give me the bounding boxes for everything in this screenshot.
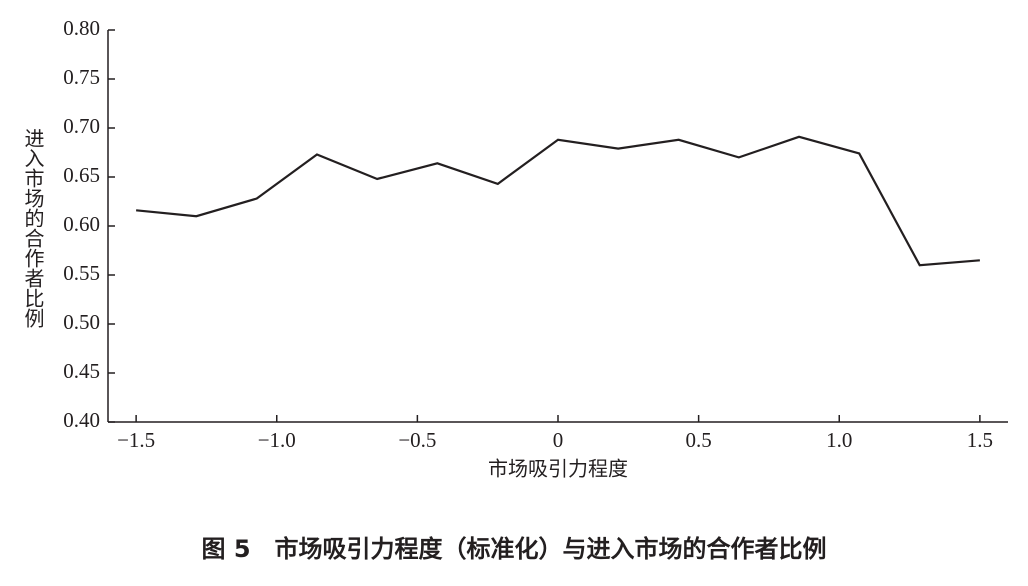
line (136, 135, 980, 267)
x-tick-label: 0 (553, 428, 564, 452)
x-tick-label: 0.5 (686, 428, 712, 452)
x-tick-label: −1.5 (117, 428, 155, 452)
y-tick-label: 0.45 (63, 359, 100, 383)
y-tick-label: 0.50 (63, 310, 100, 334)
y-tick-label: 0.65 (63, 163, 100, 187)
x-axis-label: 市场吸引力程度 (488, 457, 628, 481)
y-tick-label: 0.80 (63, 16, 100, 40)
caption: 图 5 市场吸引力程度（标准化）与进入市场的合作者比例 (201, 535, 826, 563)
y-tick-label: 0.70 (63, 114, 100, 138)
x-tick-label: −1.0 (258, 428, 296, 452)
y-tick-label: 0.60 (63, 212, 100, 236)
y-tick-label: 0.55 (63, 261, 100, 285)
x-tick-label: −0.5 (398, 428, 436, 452)
x-tick-label: 1.0 (826, 428, 852, 452)
y-tick-label: 0.75 (63, 65, 100, 89)
y-axis-label: 进入市场的合作者比例 (21, 128, 45, 328)
x-tick-label: 1.5 (967, 428, 993, 452)
y-tick-label: 0.40 (63, 408, 100, 432)
